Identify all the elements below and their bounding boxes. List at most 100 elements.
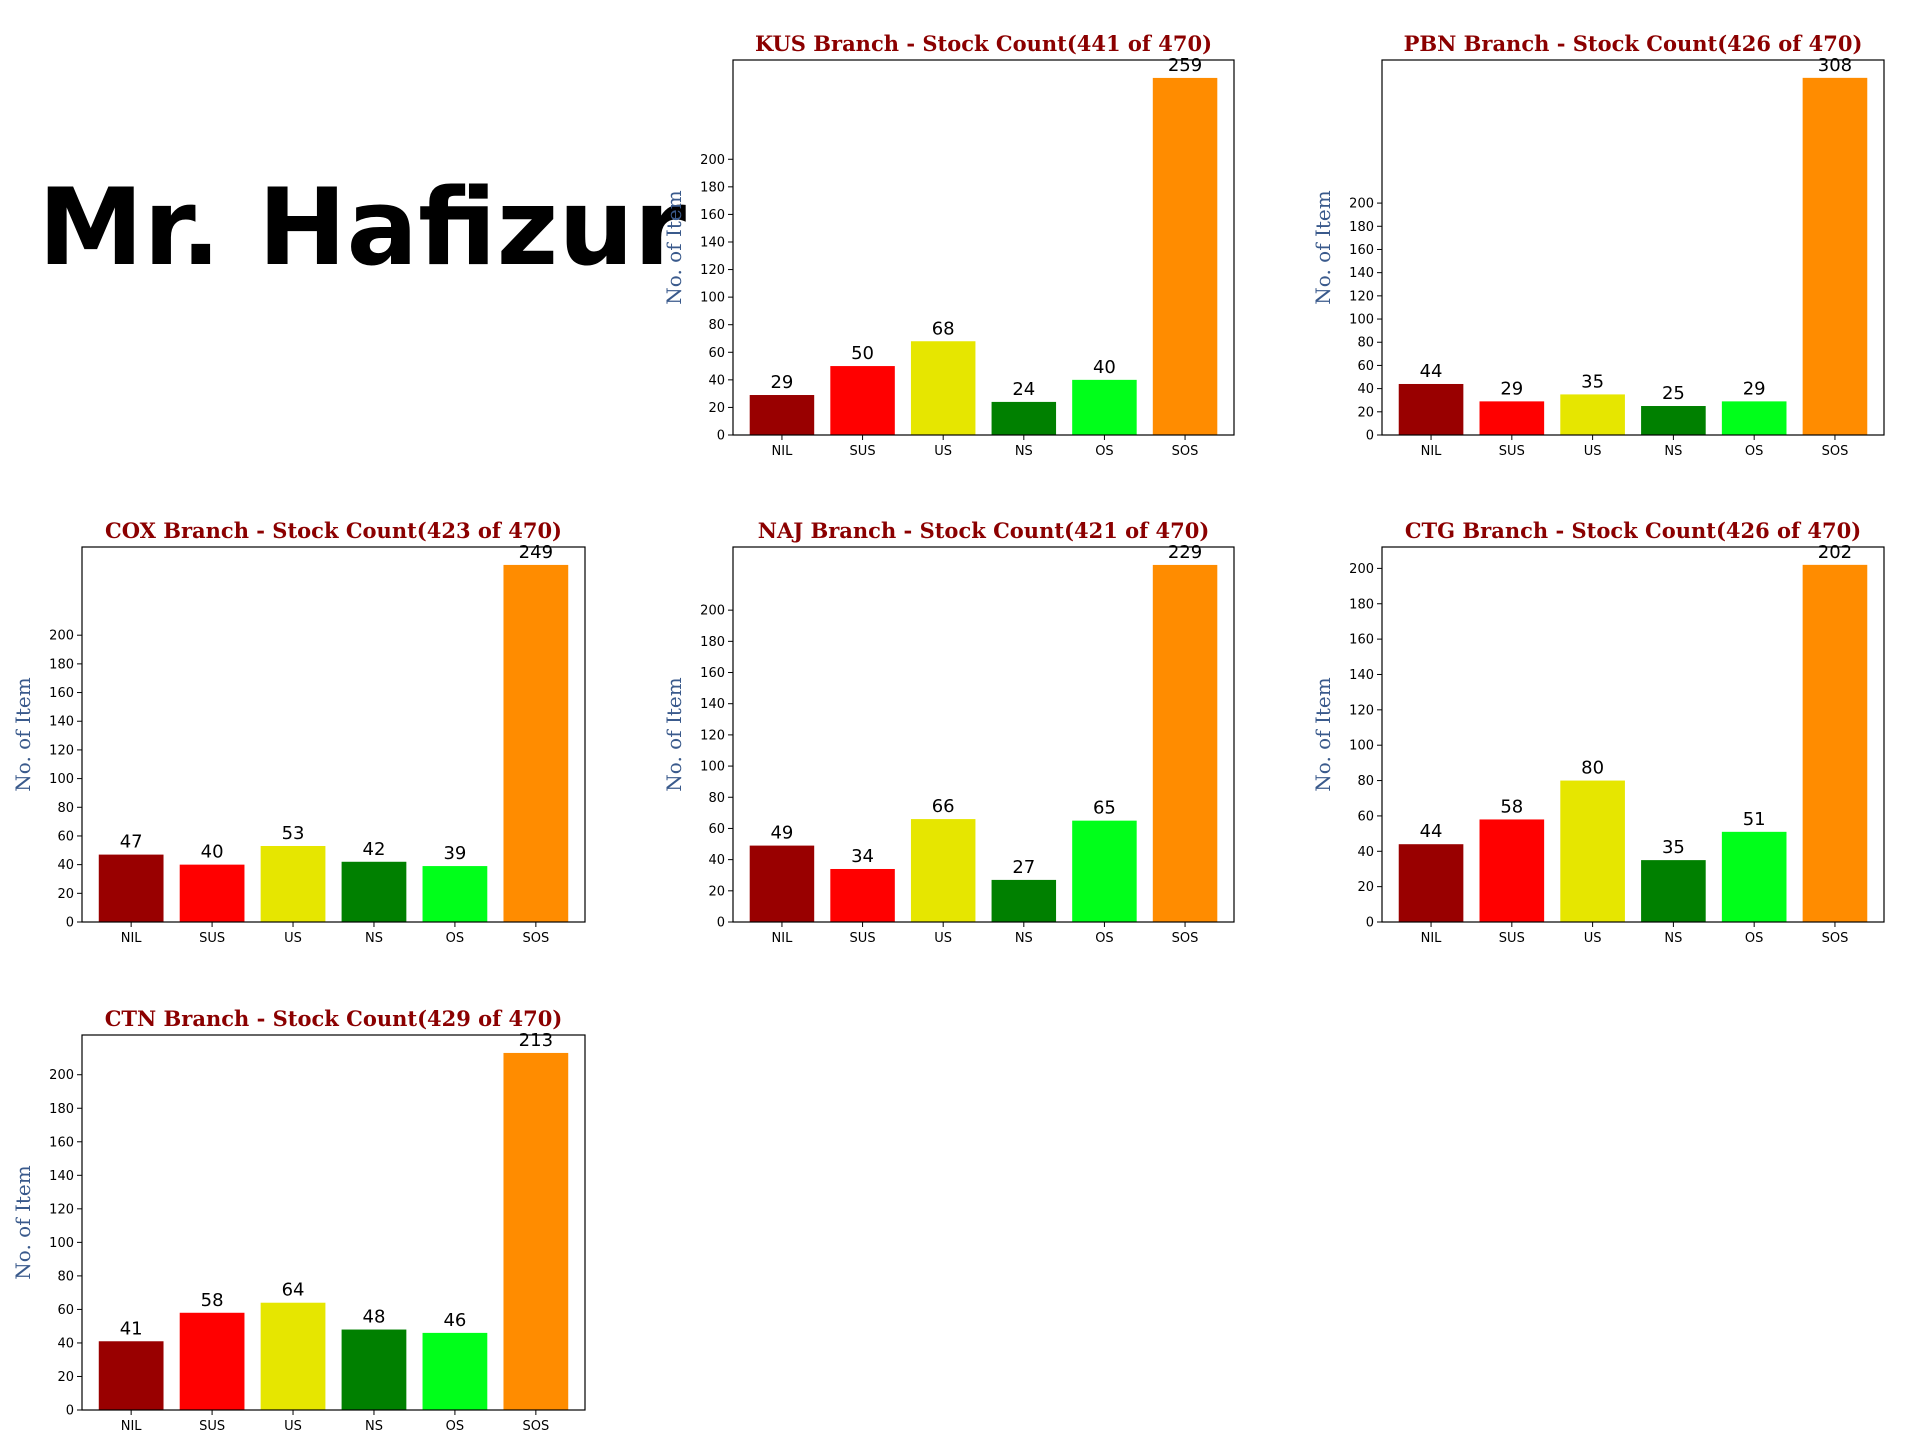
data-label: 39 [443,843,466,864]
y-tick-label: 40 [708,373,725,388]
x-tick-label: SUS [199,1419,225,1434]
y-tick-label: 60 [57,1303,74,1318]
data-label: 58 [201,1290,224,1311]
plot-frame [1381,546,1885,923]
x-tick-label: OS [1745,444,1763,459]
y-tick-label: 200 [700,153,725,168]
y-tick-label: 20 [708,401,725,416]
y-tick-label: 80 [57,1269,74,1284]
x-tick-label: OS [446,1419,464,1434]
data-label: 249 [519,542,553,563]
chart-4: CTG Branch - Stock Count(426 of 470) No. … [1311,518,1885,946]
x-tick-label: NIL [772,931,794,946]
chart-title: CTG Branch - Stock Count(426 of 470) [1405,518,1861,543]
data-label: 49 [770,823,793,844]
y-axis-label: No. of Item [11,677,35,791]
y-tick-label: 20 [57,1370,74,1385]
bar-sus [179,864,245,922]
y-tick-label: 0 [66,1404,74,1419]
bar-os [422,866,488,922]
x-tick-label: NS [365,1419,383,1434]
x-tick-label: SUS [850,444,876,459]
x-tick-label: NIL [1421,444,1443,459]
bar-os [1721,831,1787,922]
data-label: 259 [1168,55,1202,76]
y-tick-label: 120 [700,263,725,278]
y-tick-label: 20 [1357,405,1374,420]
data-label: 29 [770,372,793,393]
plot-frame [81,546,586,923]
y-tick-label: 200 [49,1068,74,1083]
bar-sos [1802,564,1868,922]
y-tick-label: 60 [1357,809,1374,824]
y-tick-label: 200 [1349,562,1374,577]
y-tick-label: 20 [57,887,74,902]
data-label: 25 [1662,383,1685,404]
y-tick-label: 120 [49,743,74,758]
y-tick-label: 80 [708,791,725,806]
bar-ns [1641,406,1706,435]
bar-ns [1641,860,1706,922]
bar-sus [830,366,895,435]
y-tick-label: 40 [708,853,725,868]
y-tick-label: 60 [708,822,725,837]
data-label: 68 [932,318,955,339]
y-tick-label: 180 [49,657,74,672]
x-tick-label: NIL [121,931,143,946]
x-tick-label: SUS [199,931,225,946]
chart-title: COX Branch - Stock Count(423 of 470) [105,518,562,543]
x-tick-label: NIL [121,1419,143,1434]
data-label: 48 [363,1307,386,1328]
y-tick-label: 0 [1366,916,1374,931]
bar-sus [830,868,895,922]
y-tick-label: 0 [717,429,725,444]
y-tick-label: 20 [708,884,725,899]
data-label: 44 [1420,361,1443,382]
x-tick-label: SOS [1822,444,1849,459]
y-tick-label: 200 [1349,197,1374,212]
x-tick-label: SOS [522,931,549,946]
x-tick-label: US [934,444,952,459]
data-label: 42 [363,839,386,860]
plot-frame [732,59,1235,436]
x-tick-label: NIL [1421,931,1443,946]
bar-nil [98,1341,164,1410]
plot-frame [81,1034,586,1411]
bar-sos [1802,77,1868,435]
bar-sos [1152,564,1218,922]
x-tick-label: OS [1095,931,1113,946]
bar-nil [1398,844,1464,922]
y-tick-label: 140 [700,697,725,712]
x-tick-label: NS [1015,444,1033,459]
y-tick-label: 100 [49,1236,74,1251]
bar-sos [503,1052,569,1410]
y-tick-label: 80 [708,318,725,333]
bar-ns [991,879,1057,922]
x-tick-label: US [1584,931,1602,946]
y-axis-label: No. of Item [662,190,686,304]
chart-1: PBN Branch - Stock Count(426 of 470) No. … [1311,31,1885,459]
bar-ns [341,861,407,922]
y-tick-label: 80 [57,801,74,816]
bar-us [1560,780,1625,922]
x-tick-label: NIL [772,444,794,459]
bar-us [910,819,976,922]
bar-os [1072,379,1137,435]
bar-us [260,1302,326,1410]
x-tick-label: NS [1664,444,1682,459]
data-label: 229 [1168,542,1202,563]
y-tick-label: 0 [66,916,74,931]
y-tick-label: 100 [1349,739,1374,754]
bar-os [422,1332,488,1410]
y-tick-label: 80 [1357,774,1374,789]
data-label: 35 [1581,371,1604,392]
data-label: 29 [1743,378,1766,399]
y-tick-label: 60 [57,829,74,844]
y-axis-label: No. of Item [662,677,686,791]
x-tick-label: US [934,931,952,946]
data-label: 50 [851,343,874,364]
x-tick-label: US [284,931,302,946]
data-label: 64 [282,1280,305,1301]
y-tick-label: 180 [700,635,725,650]
data-label: 308 [1818,55,1852,76]
